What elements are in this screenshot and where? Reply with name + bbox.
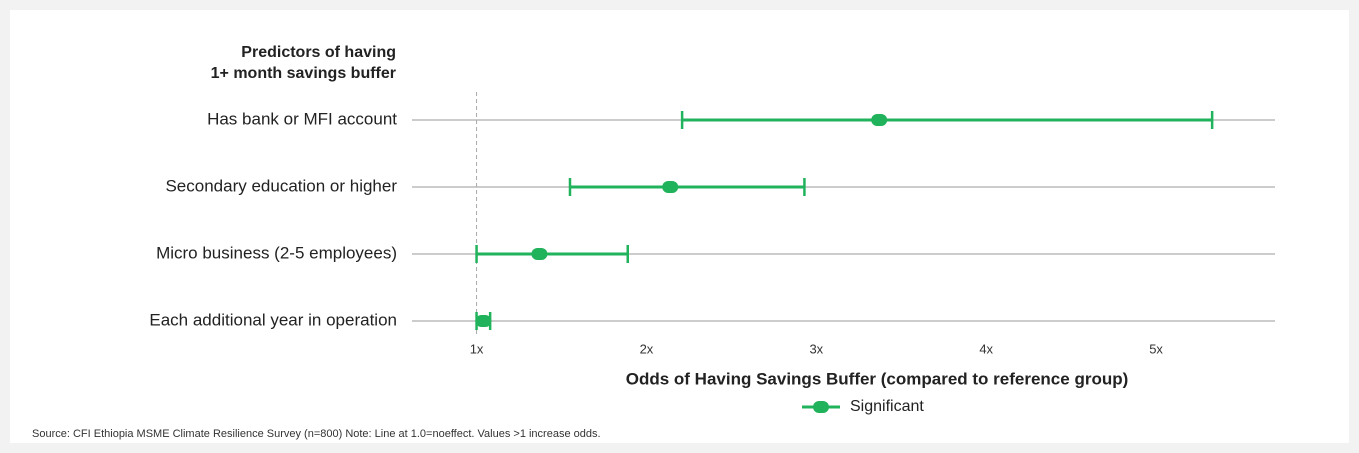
category-label: Secondary education or higher [165,176,397,195]
x-tick-label: 1x [470,341,484,356]
legend-label: Significant [850,398,924,415]
x-tick-label: 4x [979,341,993,356]
point-estimate [475,315,492,327]
point-estimate [662,181,679,193]
point-estimate [531,248,548,260]
category-label: Each additional year in operation [149,310,397,329]
x-tick-label: 3x [809,341,823,356]
card [10,10,1349,443]
chart-title: Predictors of having [241,44,396,61]
x-tick-label: 2x [640,341,654,356]
category-label: Micro business (2-5 employees) [156,243,397,262]
chart-title: 1+ month savings buffer [211,65,396,82]
source-note: Source: CFI Ethiopia MSME Climate Resili… [32,428,601,440]
legend-marker [813,401,829,413]
category-label: Has bank or MFI account [207,109,397,128]
point-estimate [871,114,888,126]
x-axis-title: Odds of Having Savings Buffer (compared … [626,369,1129,388]
x-tick-label: 5x [1149,341,1163,356]
